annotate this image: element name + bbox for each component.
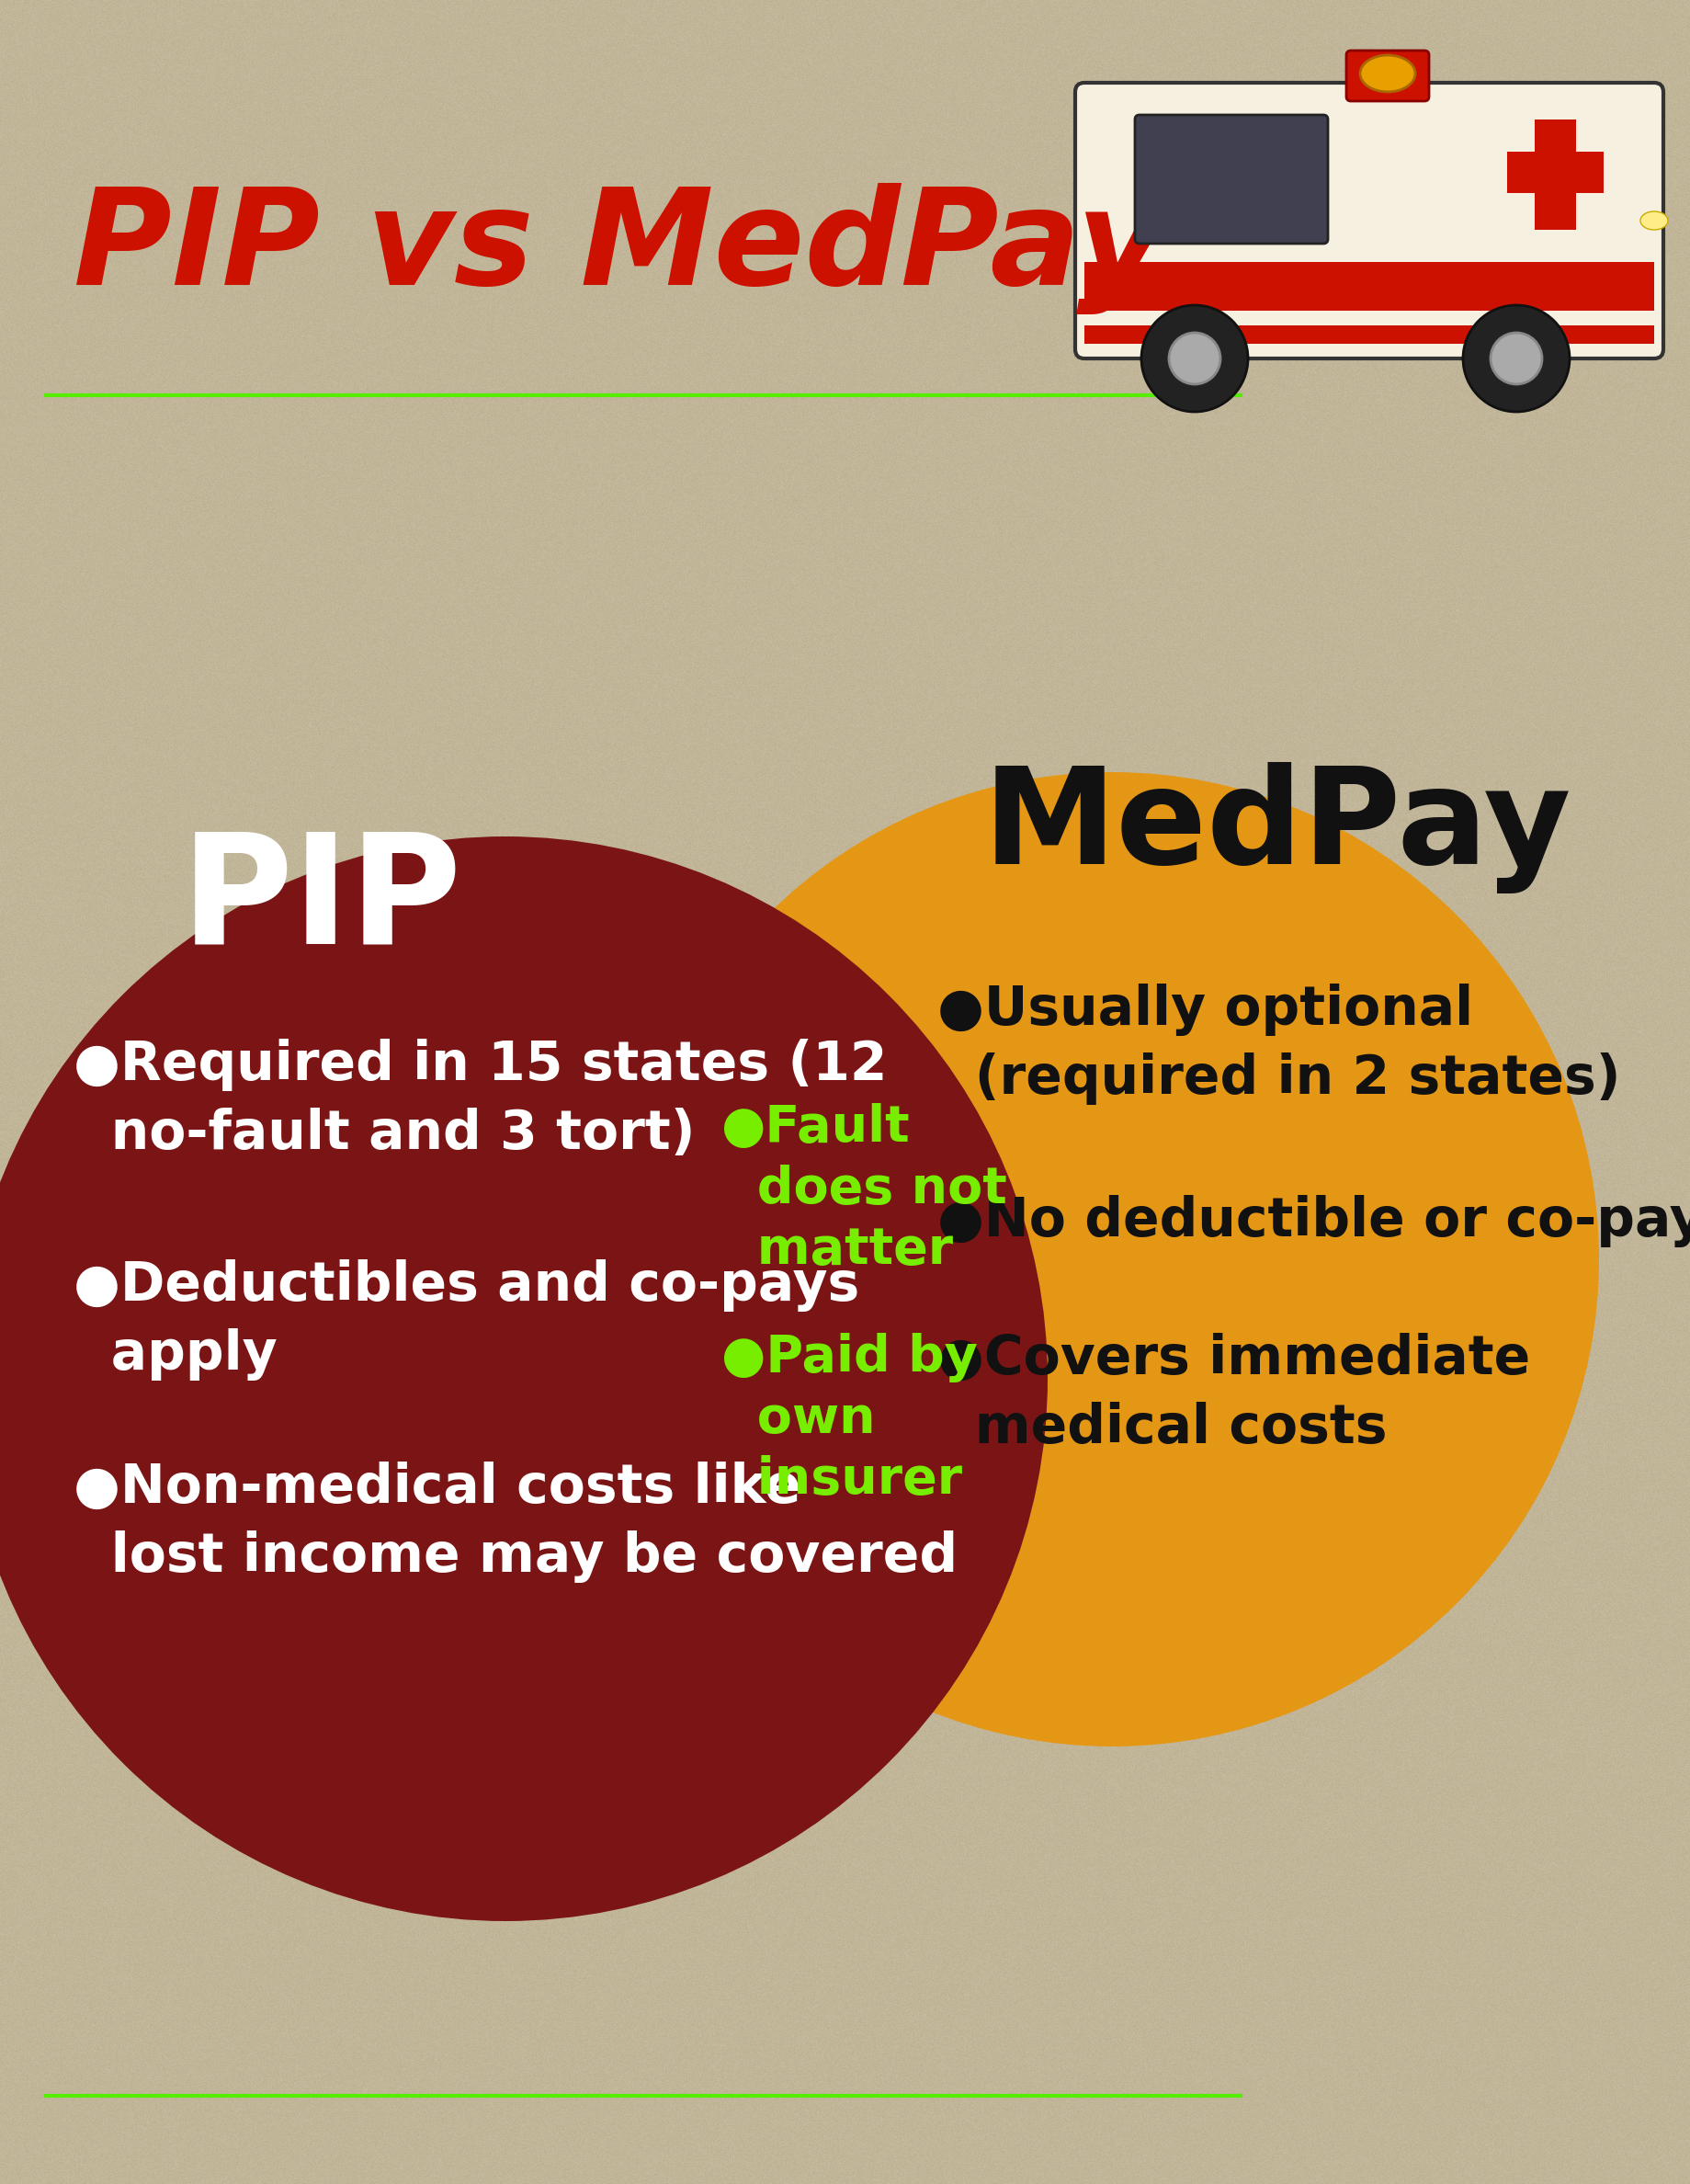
Circle shape (1462, 306, 1568, 413)
Text: ●Deductibles and co-pays
  apply: ●Deductibles and co-pays apply (73, 1260, 859, 1380)
Circle shape (1141, 306, 1247, 413)
Bar (1083, 325, 1653, 343)
Bar (1083, 262, 1653, 312)
Text: PIP: PIP (181, 826, 461, 976)
FancyBboxPatch shape (1134, 116, 1327, 245)
Text: ●Fault
  does not
  matter: ●Fault does not matter (722, 1103, 1007, 1275)
Text: ●No deductible or co-pay: ●No deductible or co-pay (936, 1195, 1690, 1247)
Text: PIP vs MedPay: PIP vs MedPay (73, 183, 1163, 314)
Text: MedPay: MedPay (982, 762, 1570, 893)
Ellipse shape (1359, 55, 1415, 92)
Bar (1083, 310, 1653, 328)
Circle shape (625, 773, 1599, 1747)
Text: ●Usually optional
  (required in 2 states): ●Usually optional (required in 2 states) (936, 983, 1619, 1105)
Bar (1506, 151, 1602, 192)
FancyBboxPatch shape (1345, 50, 1428, 100)
Text: ●Required in 15 states (12
  no-fault and 3 tort): ●Required in 15 states (12 no-fault and … (73, 1040, 887, 1160)
FancyBboxPatch shape (1075, 83, 1663, 358)
Text: ●Covers immediate
  medical costs: ●Covers immediate medical costs (936, 1332, 1529, 1455)
Circle shape (1168, 332, 1220, 384)
Circle shape (0, 836, 1048, 1922)
Ellipse shape (1639, 212, 1666, 229)
Circle shape (1491, 332, 1541, 384)
Text: ●Non-medical costs like
  lost income may be covered: ●Non-medical costs like lost income may … (73, 1461, 957, 1583)
Text: ●Paid by
  own
  insurer: ●Paid by own insurer (722, 1332, 977, 1505)
Bar (1535, 120, 1575, 229)
